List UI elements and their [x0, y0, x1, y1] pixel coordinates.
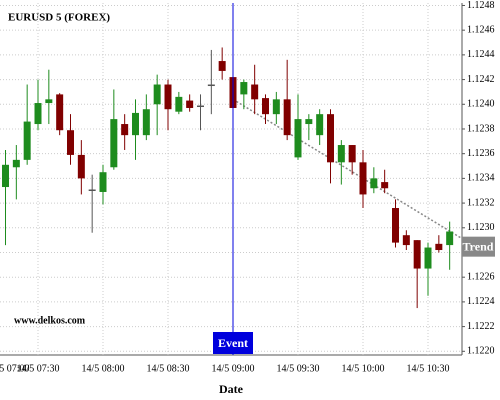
y-tick-label: 1.1238 — [467, 123, 495, 134]
candle-body — [402, 235, 410, 246]
trend-box — [462, 236, 495, 257]
candle-body — [272, 99, 280, 115]
chart-title: EURUSD 5 (FOREX) — [8, 12, 110, 24]
x-tick-label: 14/5 10:30 — [406, 363, 449, 374]
candle-body — [2, 164, 9, 188]
candle-body — [153, 84, 161, 105]
candle-body — [381, 182, 389, 189]
candle-body — [175, 96, 183, 112]
y-tick-label: 1.1236 — [467, 148, 495, 159]
candle-body — [142, 109, 150, 136]
y-tick-label: 1.1232 — [467, 197, 495, 208]
candle-body — [370, 178, 378, 189]
y-tick-label: 1.1234 — [467, 173, 495, 184]
candle-body — [240, 82, 248, 95]
x-tick-label: 14/5 09:00 — [211, 363, 254, 374]
trend-line — [232, 98, 461, 239]
y-tick-label: 1.1244 — [467, 49, 495, 60]
candle-body — [56, 94, 64, 131]
candle-body — [45, 99, 53, 104]
trend-label: Trend — [463, 239, 494, 253]
candle-body — [34, 103, 42, 125]
x-tick-label: 14/5 09:30 — [276, 363, 319, 374]
y-tick-label: 1.1248 — [467, 0, 495, 11]
candle-body — [121, 124, 129, 136]
watermark: www.delkos.com — [14, 315, 86, 326]
candle-body — [186, 100, 194, 108]
y-tick-label: 1.1224 — [467, 296, 495, 307]
x-tick-label: 14/5 07:00 — [0, 363, 30, 374]
candle-body — [218, 61, 226, 71]
candle-body — [262, 98, 269, 115]
y-tick-label: 1.1226 — [467, 271, 495, 282]
candle-body — [392, 208, 399, 243]
candle-body — [164, 84, 172, 110]
candle-body — [283, 99, 291, 136]
event-box — [213, 332, 253, 354]
candle-body — [77, 154, 85, 179]
candle-body — [251, 84, 259, 100]
candle-body — [435, 243, 443, 251]
candle-body — [12, 159, 20, 168]
candle-body — [413, 240, 421, 269]
x-axis-label: Date — [219, 382, 244, 396]
x-tick-label: 14/5 08:00 — [81, 363, 124, 374]
candle-body — [197, 105, 204, 108]
event-label: Event — [218, 336, 248, 350]
candle-body — [67, 130, 74, 155]
candle-body — [446, 231, 454, 246]
x-tick-label: 14/5 08:30 — [146, 363, 189, 374]
y-tick-label: 1.1222 — [467, 321, 495, 332]
candle-body — [316, 114, 324, 136]
candle-body — [424, 247, 432, 269]
candle-body — [99, 172, 107, 192]
candle-body — [88, 189, 96, 191]
candle-body — [294, 119, 302, 158]
y-tick-label: 1.1220 — [467, 346, 495, 357]
candle-body — [337, 145, 345, 163]
candle-body — [207, 84, 215, 87]
x-tick-label: 14/5 10:00 — [341, 363, 384, 374]
candle-body — [23, 121, 31, 160]
candle-body — [359, 162, 367, 195]
candle-body — [305, 119, 313, 125]
y-tick-label: 1.1246 — [467, 24, 495, 35]
candle-body — [348, 145, 356, 163]
candle-body — [327, 114, 334, 163]
y-tick-label: 1.1230 — [467, 222, 495, 233]
x-tick-label: 14/5 07:30 — [16, 363, 59, 374]
y-tick-label: 1.1240 — [467, 99, 495, 110]
candle-body — [110, 119, 118, 168]
y-tick-label: 1.1242 — [467, 74, 495, 85]
candle-body — [132, 112, 139, 136]
